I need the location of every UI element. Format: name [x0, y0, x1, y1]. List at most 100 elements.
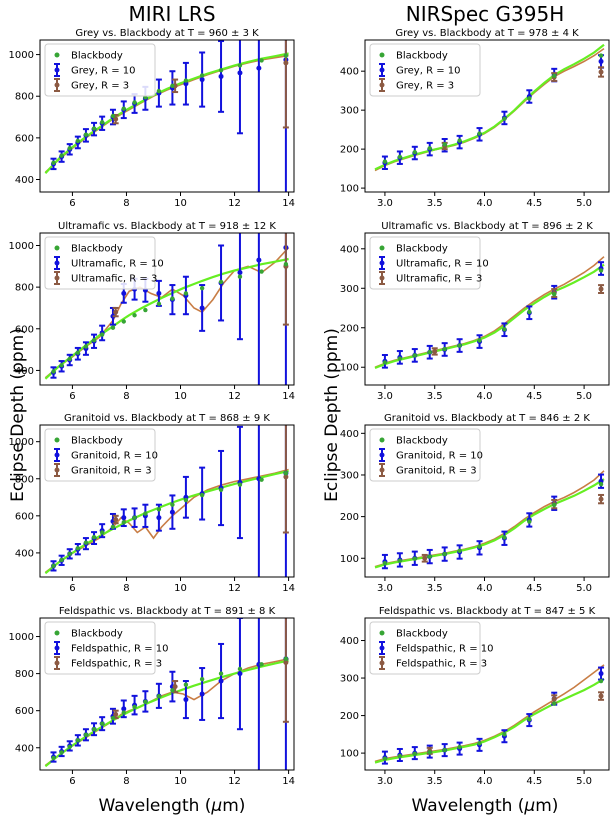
- legend-marker-dot: [54, 245, 60, 251]
- blackbody-point: [397, 356, 403, 361]
- legend-label: Grey, R = 3: [71, 81, 129, 92]
- legend-label: Blackbody: [71, 244, 123, 255]
- legend-label: Ultramafic, R = 3: [396, 274, 482, 285]
- legend-marker-dot: [54, 67, 60, 73]
- legend-label: Blackbody: [396, 629, 448, 640]
- panel-frame: [364, 232, 610, 386]
- blackbody-point: [457, 744, 462, 750]
- blackbody-point: [382, 756, 388, 761]
- blackbody-point: [51, 755, 56, 761]
- blackbody-point: [83, 132, 89, 137]
- blackbody-point: [283, 262, 289, 267]
- blackbody-point: [427, 750, 432, 755]
- blackbody-point: [75, 546, 81, 551]
- y-tick-label: 1000: [9, 437, 34, 448]
- panel-nirspec-ultramafic: Ultramafic vs. Blackbody at T = 896 ± 2 …: [340, 221, 610, 402]
- blackbody-point: [75, 350, 81, 355]
- panels: Grey vs. Blackbody at T = 960 ± 3 K 6 8 10 1…: [9, 28, 610, 787]
- r10-point: [237, 671, 243, 677]
- blackbody-point: [427, 350, 432, 355]
- left-ylabel: Eclipse Depth (ppm): [8, 328, 28, 502]
- blackbody-point: [397, 154, 403, 160]
- right-xlabel: Wavelength (μm): [412, 796, 559, 816]
- panel-nirspec-grey: Grey vs. Blackbody at T = 978 ± 4 K 3.0 3.…: [340, 28, 610, 209]
- panel-title: Ultramafic vs. Blackbody at T = 896 ± 2 …: [381, 221, 593, 232]
- legend-box: [44, 428, 156, 482]
- legend-marker-dot: [379, 82, 385, 88]
- blackbody-point: [527, 717, 532, 722]
- panel-miri-feldspathic: Feldspathic vs. Blackbody at T = 891 ± 8…: [9, 606, 295, 787]
- r3-point: [113, 711, 119, 717]
- x-tick-label: 4.0: [477, 391, 493, 402]
- nirspec-column-title: NIRSpec G395H: [406, 2, 565, 26]
- panel-frame: [364, 39, 610, 193]
- blackbody-point: [283, 656, 289, 661]
- r10-point: [183, 697, 189, 703]
- blackbody-point: [382, 561, 388, 566]
- x-tick-label: 3.0: [377, 391, 393, 402]
- legend-marker-dot: [379, 52, 385, 58]
- y-tick-label: 200: [340, 145, 359, 156]
- legend-marker-dot: [379, 645, 385, 651]
- r3-point: [283, 60, 289, 66]
- legend-label: Ultramafic, R = 10: [396, 259, 489, 270]
- r3-point: [113, 517, 119, 523]
- r10-point: [169, 509, 175, 515]
- blackbody-point: [99, 530, 105, 535]
- panel-title: Granitoid vs. Blackbody at T = 846 ± 2 K: [384, 413, 590, 424]
- x-tick-label: 14: [282, 391, 295, 402]
- legend-box: [44, 621, 156, 675]
- r3-point: [432, 348, 438, 354]
- panel-title: Feldspathic vs. Blackbody at T = 847 ± 5…: [379, 606, 596, 617]
- y-tick-label: 1000: [9, 632, 34, 643]
- plot-area: [44, 425, 289, 577]
- r3-point: [551, 696, 557, 702]
- blackbody-point: [110, 715, 116, 721]
- panel-title: Grey vs. Blackbody at T = 960 ± 3 K: [75, 28, 259, 39]
- blackbody-point: [143, 699, 148, 704]
- r3-point: [598, 693, 604, 699]
- legend-label: Ultramafic, R = 3: [71, 274, 157, 285]
- blackbody-point: [477, 338, 482, 343]
- blackbody-model-line: [374, 478, 605, 569]
- blackbody-point: [259, 58, 264, 63]
- legend-label: Granitoid, R = 3: [71, 466, 152, 477]
- y-tick-label: 400: [15, 175, 34, 186]
- blackbody-point: [99, 332, 105, 337]
- legend-label: Blackbody: [396, 244, 448, 255]
- r10-point: [256, 65, 262, 71]
- plot-area: [44, 233, 290, 385]
- legend-box: [369, 621, 481, 675]
- blackbody-point: [527, 309, 532, 315]
- blackbody-point: [51, 160, 56, 166]
- blackbody-point: [170, 83, 175, 89]
- x-tick-label: 3.0: [377, 583, 393, 594]
- blackbody-point: [442, 551, 447, 557]
- x-tick-label: 8: [123, 198, 129, 209]
- plot-area: [44, 618, 289, 770]
- blackbody-point: [218, 67, 224, 73]
- legend-label: Feldspathic, R = 10: [396, 644, 493, 655]
- blackbody-point: [442, 346, 447, 352]
- panel-frame: [39, 232, 295, 386]
- blackbody-point: [502, 732, 507, 737]
- blackbody-point: [552, 291, 557, 297]
- blackbody-point: [156, 301, 162, 306]
- y-tick-label: 800: [15, 92, 34, 103]
- y-tick-label: 400: [340, 244, 359, 255]
- r3-point: [598, 69, 604, 75]
- blackbody-point: [477, 544, 482, 549]
- y-tick-label: 200: [340, 512, 359, 523]
- legend-box: [369, 428, 481, 482]
- r10-point: [156, 290, 162, 296]
- blackbody-point: [237, 666, 243, 672]
- r10-point: [237, 270, 243, 276]
- blackbody-point: [237, 63, 243, 68]
- r3-point: [422, 555, 428, 561]
- r3-point: [172, 684, 178, 690]
- blackbody-point: [156, 507, 162, 512]
- x-tick-label: 6: [69, 776, 75, 787]
- r3-point: [283, 474, 289, 480]
- blackbody-point: [91, 126, 97, 131]
- y-tick-label: 100: [340, 749, 359, 760]
